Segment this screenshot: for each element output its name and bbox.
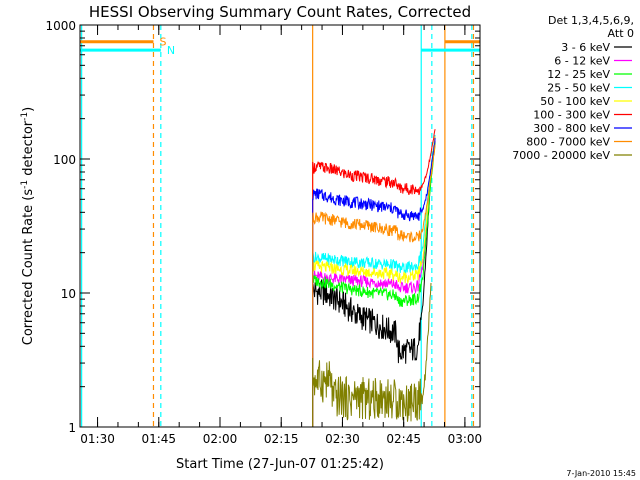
state-marker-label: N — [167, 44, 175, 57]
legend-entry-label: 12 - 25 keV — [547, 68, 610, 81]
series-line — [312, 139, 436, 427]
y-axis-label: Corrected Count Rate (s-1 detector-1) — [20, 107, 36, 345]
y-axis-label-part: ) — [21, 107, 36, 112]
x-axis-label: Start Time (27-Jun-07 01:25:42) — [176, 457, 384, 472]
y-axis-label-sup: -1 — [20, 112, 30, 121]
plot-frame — [79, 24, 481, 428]
series-line — [312, 129, 436, 427]
legend-entry-label: 25 - 50 keV — [547, 82, 610, 95]
legend-entry-label: 100 - 300 keV — [533, 109, 610, 122]
series-line — [312, 282, 432, 427]
x-tick-label: 02:00 — [203, 432, 238, 446]
legend-entry-label: 800 - 7000 keV — [526, 136, 610, 149]
series-line — [312, 136, 436, 427]
y-axis-label-sup: -1 — [20, 180, 30, 189]
footer-timestamp: 7-Jan-2010 15:45 — [566, 469, 636, 478]
y-tick-label: 10 — [61, 287, 76, 301]
y-tick-label: 100 — [53, 153, 76, 167]
legend-entry-label: 6 - 12 keV — [554, 55, 610, 68]
series-line — [312, 137, 436, 427]
state-marker-label: S — [159, 36, 166, 49]
y-axis-label-part: detector — [21, 120, 36, 180]
x-tick-label: 03:00 — [448, 432, 483, 446]
legend-entry-label: 50 - 100 keV — [540, 95, 610, 108]
x-tick-label: 02:45 — [386, 432, 421, 446]
legend-entry-label: 3 - 6 keV — [561, 41, 610, 54]
y-tick-label: 1 — [68, 421, 76, 435]
legend-header: Att 0 — [608, 27, 634, 40]
x-tick-label: 01:30 — [80, 432, 115, 446]
x-tick-label: 02:30 — [325, 432, 360, 446]
chart-title: HESSI Observing Summary Count Rates, Cor… — [89, 3, 471, 21]
series-line — [312, 144, 436, 427]
x-tick-label: 01:45 — [141, 432, 176, 446]
legend-entry-label: 300 - 800 keV — [533, 122, 610, 135]
x-tick-label: 02:15 — [264, 432, 299, 446]
legend-entry-label: 7000 - 20000 keV — [512, 149, 610, 162]
y-tick-label: 1000 — [45, 19, 76, 33]
y-axis-label-part: Corrected Count Rate (s — [21, 189, 36, 346]
legend-header: Det 1,3,4,5,6,9, — [548, 14, 634, 27]
series-line — [312, 142, 436, 427]
